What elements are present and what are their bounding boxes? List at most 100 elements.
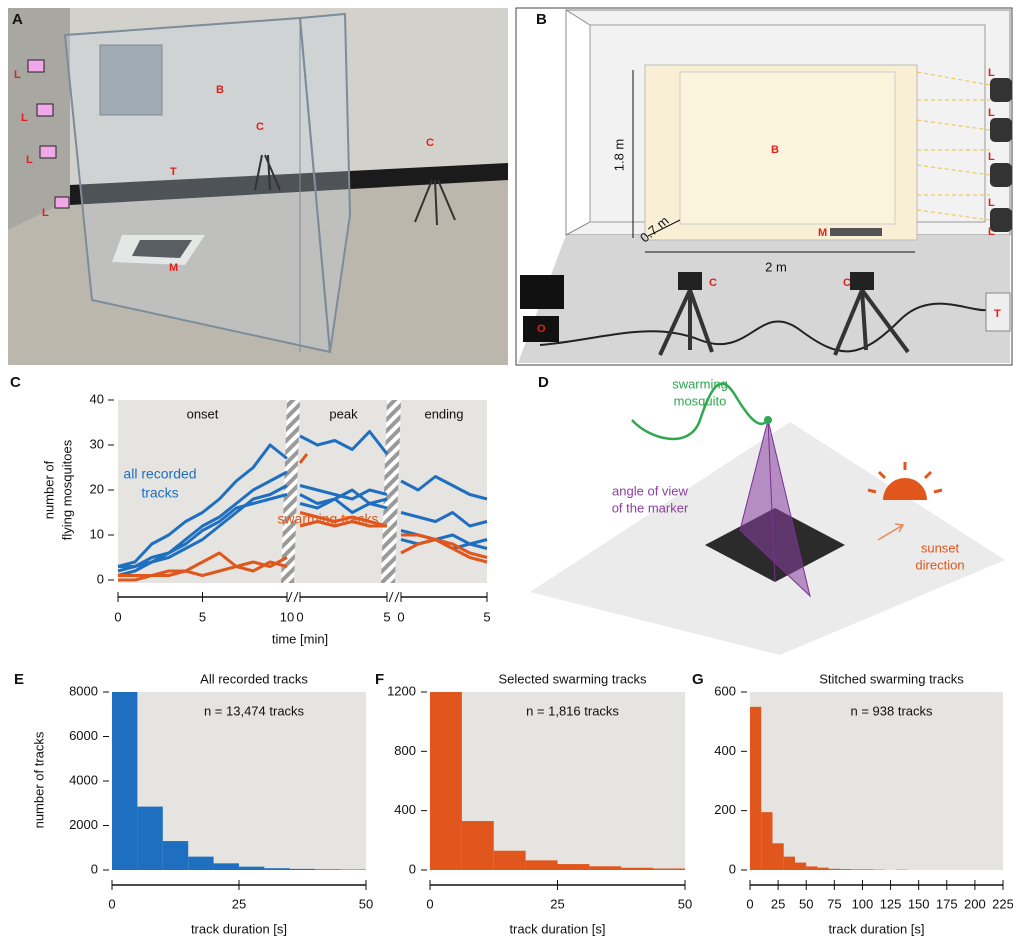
angle-label: of the marker xyxy=(612,500,689,515)
x-tick-label: 0 xyxy=(296,609,303,624)
x-tick-label: 0 xyxy=(108,896,115,911)
photo-label: T xyxy=(170,166,177,178)
diagram-label: B xyxy=(771,144,779,156)
bar xyxy=(557,864,590,870)
x-tick-label: 0 xyxy=(397,609,404,624)
x-tick-label: 0 xyxy=(114,609,121,624)
y-tick-label: 400 xyxy=(714,743,736,758)
track-line xyxy=(117,470,288,573)
diagram-label: T xyxy=(994,308,1001,320)
tripod xyxy=(254,154,281,191)
photo-label: L xyxy=(42,207,49,219)
panel-letter: A xyxy=(12,11,23,28)
trigger-box xyxy=(985,292,1011,332)
lamp xyxy=(54,196,70,209)
diagram-b: B L L L L L B M C C T O 1.8 m 0.7 m 2 m xyxy=(515,7,1013,366)
track-line xyxy=(117,443,288,568)
x-tick-label: 25 xyxy=(232,896,246,911)
chart-title: Selected swarming tracks xyxy=(498,671,647,686)
diagram-label: L xyxy=(988,107,995,119)
y-tick-label: 0 xyxy=(729,861,736,876)
sunset-label: direction xyxy=(915,557,964,572)
y-tick-label: 30 xyxy=(90,436,104,451)
photo-label: M xyxy=(169,262,178,274)
bar xyxy=(430,692,462,870)
camera xyxy=(678,272,702,290)
lamp xyxy=(990,118,1012,142)
x-axis-label: track duration [s] xyxy=(509,921,605,936)
y-tick-label: 4000 xyxy=(69,772,98,787)
x-tick-label: 10 xyxy=(280,609,294,624)
track-line xyxy=(299,497,388,514)
y-tick-label: 1200 xyxy=(387,683,416,698)
bar xyxy=(112,692,138,870)
x-tick-label: 0 xyxy=(746,896,753,911)
photo-label: L xyxy=(21,112,28,124)
track-line xyxy=(299,520,387,528)
y-tick-label: 40 xyxy=(90,391,104,406)
axis-break xyxy=(281,400,300,583)
track-line xyxy=(400,475,488,501)
x-tick-label: 5 xyxy=(199,609,206,624)
x-tick-label: 25 xyxy=(550,896,564,911)
computer xyxy=(523,316,559,342)
track-line xyxy=(299,511,388,528)
sun xyxy=(883,478,927,500)
diagram-label: O xyxy=(537,323,546,335)
x-axis-label: track duration [s] xyxy=(191,921,287,936)
dimension-label: 1.8 m xyxy=(611,139,626,172)
bar xyxy=(862,869,874,870)
tripod xyxy=(658,288,910,356)
bar xyxy=(493,850,526,870)
lamp xyxy=(990,208,1012,232)
cage-front xyxy=(63,16,332,354)
y-axis-label: flying mosquitoes xyxy=(59,439,74,540)
marker xyxy=(830,228,882,236)
cage-side xyxy=(298,12,352,353)
x-tick-label: 150 xyxy=(908,896,930,911)
sun-rays xyxy=(867,462,943,494)
x-tick-label: 100 xyxy=(852,896,874,911)
x-tick-label: 50 xyxy=(678,896,692,911)
photo-label: B xyxy=(216,84,224,96)
diagram-d: D swarming mosquito angle of view of the… xyxy=(530,374,1005,655)
lamp xyxy=(990,78,1012,102)
y-tick-label: 0 xyxy=(409,861,416,876)
bar xyxy=(761,812,773,870)
y-tick-label: 6000 xyxy=(69,728,98,743)
sunset-arrow xyxy=(877,523,905,541)
track-line xyxy=(299,484,388,501)
lamp xyxy=(39,145,57,159)
y-axis-label: number of xyxy=(41,460,56,519)
bar xyxy=(589,866,622,870)
x-tick-label: 125 xyxy=(880,896,902,911)
break-mark xyxy=(388,591,400,603)
mosquito xyxy=(764,416,772,424)
bar xyxy=(137,806,163,870)
x-tick-label: 175 xyxy=(936,896,958,911)
mosquito-label: mosquito xyxy=(674,393,727,408)
panel-letter: G xyxy=(692,671,704,688)
track-line xyxy=(299,430,389,455)
side-wall xyxy=(8,8,70,230)
bar xyxy=(621,867,654,870)
bar xyxy=(828,868,840,870)
x-tick-label: 50 xyxy=(799,896,813,911)
bar xyxy=(289,868,316,870)
light-beams xyxy=(916,71,991,221)
diagram-label: L xyxy=(988,67,995,79)
diagram-label: M xyxy=(818,227,827,239)
marker xyxy=(132,240,192,258)
bar xyxy=(750,706,762,870)
annotation: all recorded xyxy=(123,466,196,482)
diagram-label: C xyxy=(843,277,851,289)
view-axis xyxy=(767,419,776,583)
baseboard xyxy=(70,163,508,205)
lamp xyxy=(990,163,1012,187)
annotation: tracks xyxy=(141,485,178,501)
diagram-label: C xyxy=(709,277,717,289)
annotation: swarming tracks xyxy=(277,511,378,527)
bar xyxy=(315,869,341,870)
floor xyxy=(8,178,508,365)
